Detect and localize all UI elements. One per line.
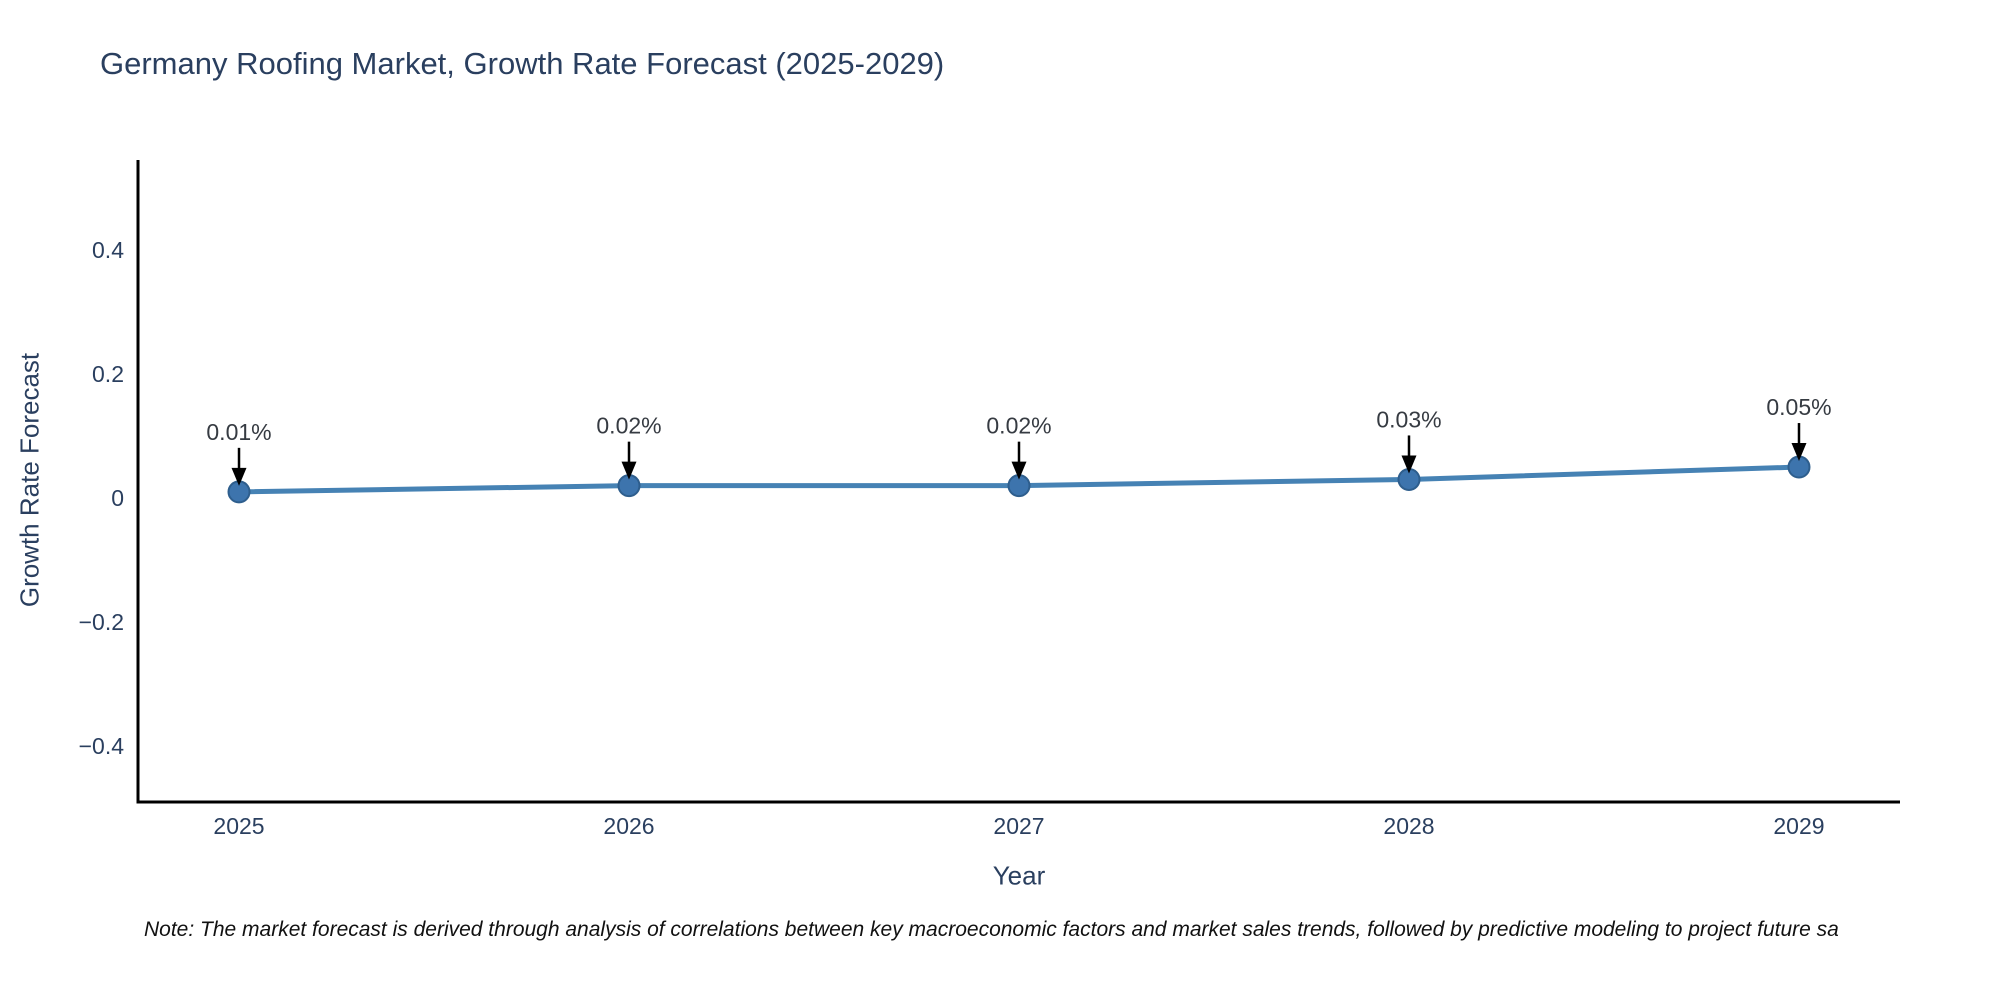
chart-title: Germany Roofing Market, Growth Rate Fore… [100, 46, 945, 81]
annotation-arrow-head [231, 467, 247, 486]
annotation-label: 0.02% [596, 413, 661, 439]
y-tick-label: 0.4 [92, 237, 124, 263]
y-axis-title: Growth Rate Forecast [14, 352, 45, 608]
x-tick-label: 2025 [213, 813, 264, 839]
x-tick-label: 2029 [1773, 813, 1824, 839]
y-tick-label: −0.4 [79, 733, 125, 759]
annotation-label: 0.03% [1376, 406, 1441, 432]
annotation-arrow-head [1401, 455, 1417, 474]
x-axis-title: Year [992, 860, 1046, 891]
annotation-arrow-head [621, 461, 637, 480]
annotation-label: 0.05% [1766, 394, 1831, 420]
annotation-arrow-head [1791, 443, 1807, 462]
x-tick-label: 2026 [603, 813, 654, 839]
chart-footnote: Note: The market forecast is derived thr… [144, 918, 1839, 941]
y-tick-label: 0.2 [92, 361, 124, 387]
x-tick-label: 2028 [1383, 813, 1434, 839]
y-tick-label: −0.2 [79, 609, 124, 635]
annotation-arrow-head [1011, 461, 1027, 480]
annotation-label: 0.02% [986, 413, 1051, 439]
x-tick-label: 2027 [993, 813, 1044, 839]
annotation-label: 0.01% [206, 419, 271, 445]
y-tick-label: 0 [111, 485, 124, 511]
